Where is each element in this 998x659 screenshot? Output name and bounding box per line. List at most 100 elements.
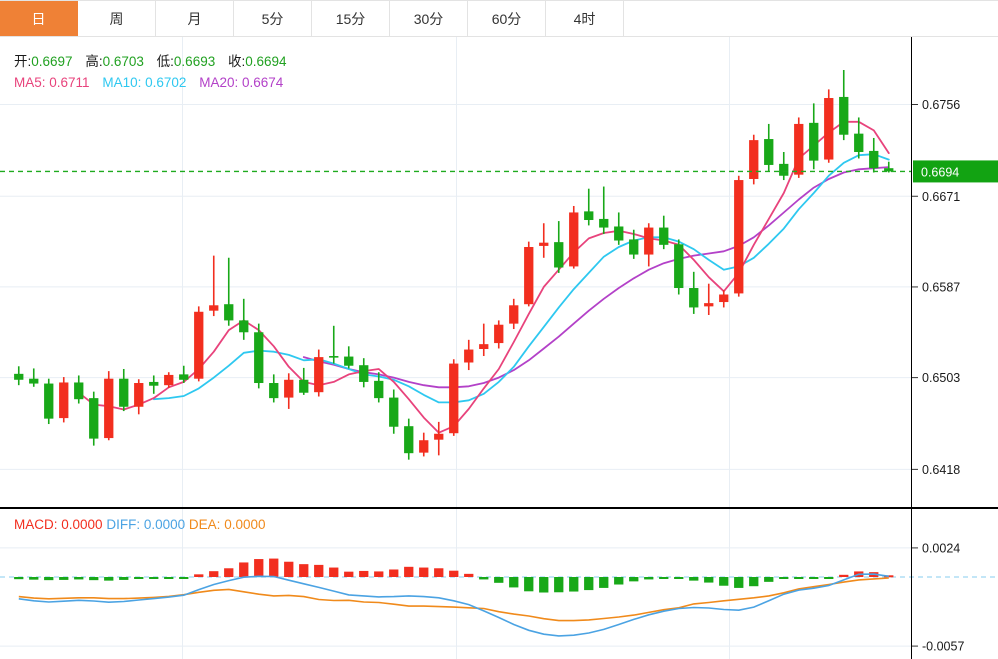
diff-line — [18, 573, 889, 637]
macd-bar — [539, 577, 549, 593]
macd-bar — [464, 573, 474, 577]
candle-series — [14, 69, 894, 460]
tab-weekly[interactable]: 周 — [78, 1, 156, 36]
candle-body — [374, 380, 384, 399]
macd-bar — [149, 577, 159, 579]
macd-bar — [134, 577, 144, 579]
tab-5min[interactable]: 5分 — [234, 1, 312, 36]
macd-bar — [179, 577, 189, 579]
candle-body — [569, 212, 579, 267]
price-axis-label: 0.6587 — [922, 280, 960, 294]
candle-body — [314, 357, 324, 393]
macd-bar — [224, 568, 234, 577]
candle-body — [824, 98, 834, 160]
macd-bar — [164, 577, 174, 579]
tab-30min[interactable]: 30分 — [390, 1, 468, 36]
ma20-line — [302, 166, 890, 389]
macd-bar — [254, 559, 264, 577]
candle-body — [884, 168, 894, 172]
candle-body — [749, 140, 759, 179]
tab-label: 日 — [31, 10, 46, 27]
macd-bar — [674, 577, 684, 579]
candle-body — [269, 383, 279, 399]
macd-bar — [734, 577, 744, 588]
candle-body — [179, 374, 189, 380]
candle-body — [404, 426, 414, 454]
macd-axis-label: -0.0057 — [922, 640, 964, 654]
macd-bar — [794, 577, 804, 579]
tab-60min[interactable]: 60分 — [468, 1, 546, 36]
macd-chart-panel[interactable]: MACD: 0.0000 DIFF: 0.0000 DEA: 0.0000 0.… — [0, 507, 998, 659]
candle-body — [134, 383, 144, 407]
macd-bar — [29, 577, 39, 580]
candle-body — [614, 226, 624, 241]
candle-body — [119, 378, 129, 407]
tab-15min[interactable]: 15分 — [312, 1, 390, 36]
macd-bar — [374, 571, 384, 577]
candle-body — [689, 288, 699, 308]
tab-label: 周 — [109, 10, 124, 27]
macd-bar — [119, 577, 129, 580]
candlestick-plot[interactable]: 0.6756 0.6671 0.6587 0.6503 0.6418 0.6694 — [0, 37, 998, 507]
candle-body — [164, 374, 174, 386]
macd-histogram — [14, 558, 894, 593]
candle-body — [734, 180, 744, 294]
macd-bar — [314, 564, 324, 577]
tab-4hour[interactable]: 4时 — [546, 1, 624, 36]
macd-bar — [704, 577, 714, 583]
macd-bar — [719, 577, 729, 586]
candle-body — [869, 150, 879, 169]
macd-bar — [479, 577, 489, 580]
tab-daily[interactable]: 日 — [0, 1, 78, 36]
candle-body — [389, 397, 399, 427]
tab-monthly[interactable]: 月 — [156, 1, 234, 36]
macd-bar — [209, 571, 219, 577]
candle-body — [524, 246, 534, 305]
candle-body — [434, 433, 444, 440]
macd-bar — [749, 577, 759, 587]
dea-line — [18, 577, 889, 622]
candle-body — [44, 383, 54, 419]
candle-body — [194, 311, 204, 379]
macd-bar — [584, 577, 594, 591]
macd-bar — [299, 564, 309, 577]
macd-bar — [569, 577, 579, 592]
candle-body — [344, 356, 354, 366]
macd-axis-label: 0.0024 — [922, 541, 960, 555]
macd-bar — [689, 577, 699, 581]
macd-bar — [824, 577, 834, 579]
candle-body — [239, 320, 249, 333]
macd-bar — [359, 570, 369, 577]
candle-body — [254, 332, 264, 384]
candle-body — [464, 349, 474, 363]
candle-body — [149, 381, 159, 386]
ma10-line — [152, 153, 890, 404]
candle-body — [839, 96, 849, 135]
candle-body — [539, 242, 549, 246]
macd-bar — [14, 577, 24, 580]
macd-bar — [614, 577, 624, 585]
macd-bar — [764, 577, 774, 582]
candle-body — [554, 242, 564, 268]
macd-bar — [404, 566, 414, 577]
candle-body — [809, 122, 819, 161]
macd-bar — [194, 574, 204, 577]
current-price-badge — [913, 160, 998, 183]
candle-body — [74, 382, 84, 400]
macd-bar — [74, 577, 84, 580]
candle-body — [209, 305, 219, 311]
macd-plot[interactable]: 0.0024 -0.0057 — [0, 509, 998, 659]
macd-bar — [434, 568, 444, 577]
candle-body — [299, 379, 309, 393]
macd-bar — [809, 577, 819, 579]
macd-bar — [644, 577, 654, 580]
candle-body — [704, 303, 714, 307]
candle-body — [779, 163, 789, 176]
price-axis-label: 0.6503 — [922, 371, 960, 385]
candle-body — [89, 398, 99, 439]
price-axis-label: 0.6671 — [922, 190, 960, 204]
price-chart-panel[interactable]: 开:0.6697 高:0.6703 低:0.6693 收:0.6694 MA5:… — [0, 37, 998, 507]
candle-body — [854, 133, 864, 152]
candle-body — [284, 379, 294, 398]
tab-label: 月 — [187, 10, 202, 27]
